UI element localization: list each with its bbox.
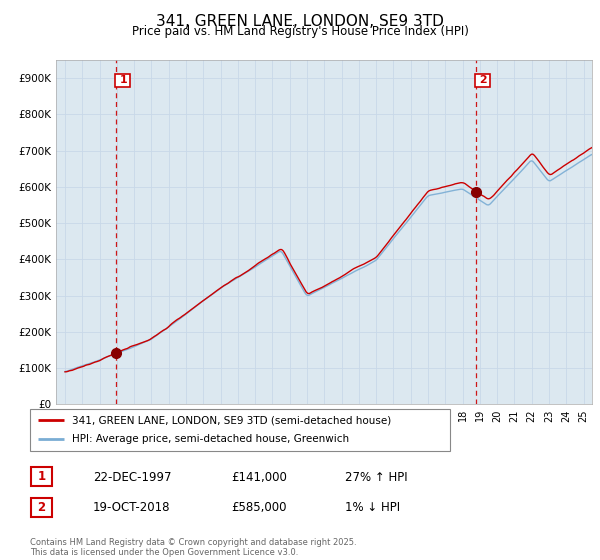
Text: £141,000: £141,000 [231, 470, 287, 484]
Text: 19-OCT-2018: 19-OCT-2018 [93, 501, 170, 515]
Text: 2: 2 [476, 76, 488, 86]
Text: HPI: Average price, semi-detached house, Greenwich: HPI: Average price, semi-detached house,… [72, 435, 349, 445]
Text: Price paid vs. HM Land Registry's House Price Index (HPI): Price paid vs. HM Land Registry's House … [131, 25, 469, 38]
Text: Contains HM Land Registry data © Crown copyright and database right 2025.
This d: Contains HM Land Registry data © Crown c… [30, 538, 356, 557]
Text: 22-DEC-1997: 22-DEC-1997 [93, 470, 172, 484]
Text: 1: 1 [37, 470, 46, 483]
Text: 1% ↓ HPI: 1% ↓ HPI [345, 501, 400, 515]
Text: 2: 2 [37, 501, 46, 514]
Text: 1: 1 [116, 76, 128, 86]
Text: 341, GREEN LANE, LONDON, SE9 3TD (semi-detached house): 341, GREEN LANE, LONDON, SE9 3TD (semi-d… [72, 415, 391, 425]
Text: 27% ↑ HPI: 27% ↑ HPI [345, 470, 407, 484]
Text: 341, GREEN LANE, LONDON, SE9 3TD: 341, GREEN LANE, LONDON, SE9 3TD [156, 14, 444, 29]
Text: £585,000: £585,000 [231, 501, 287, 515]
